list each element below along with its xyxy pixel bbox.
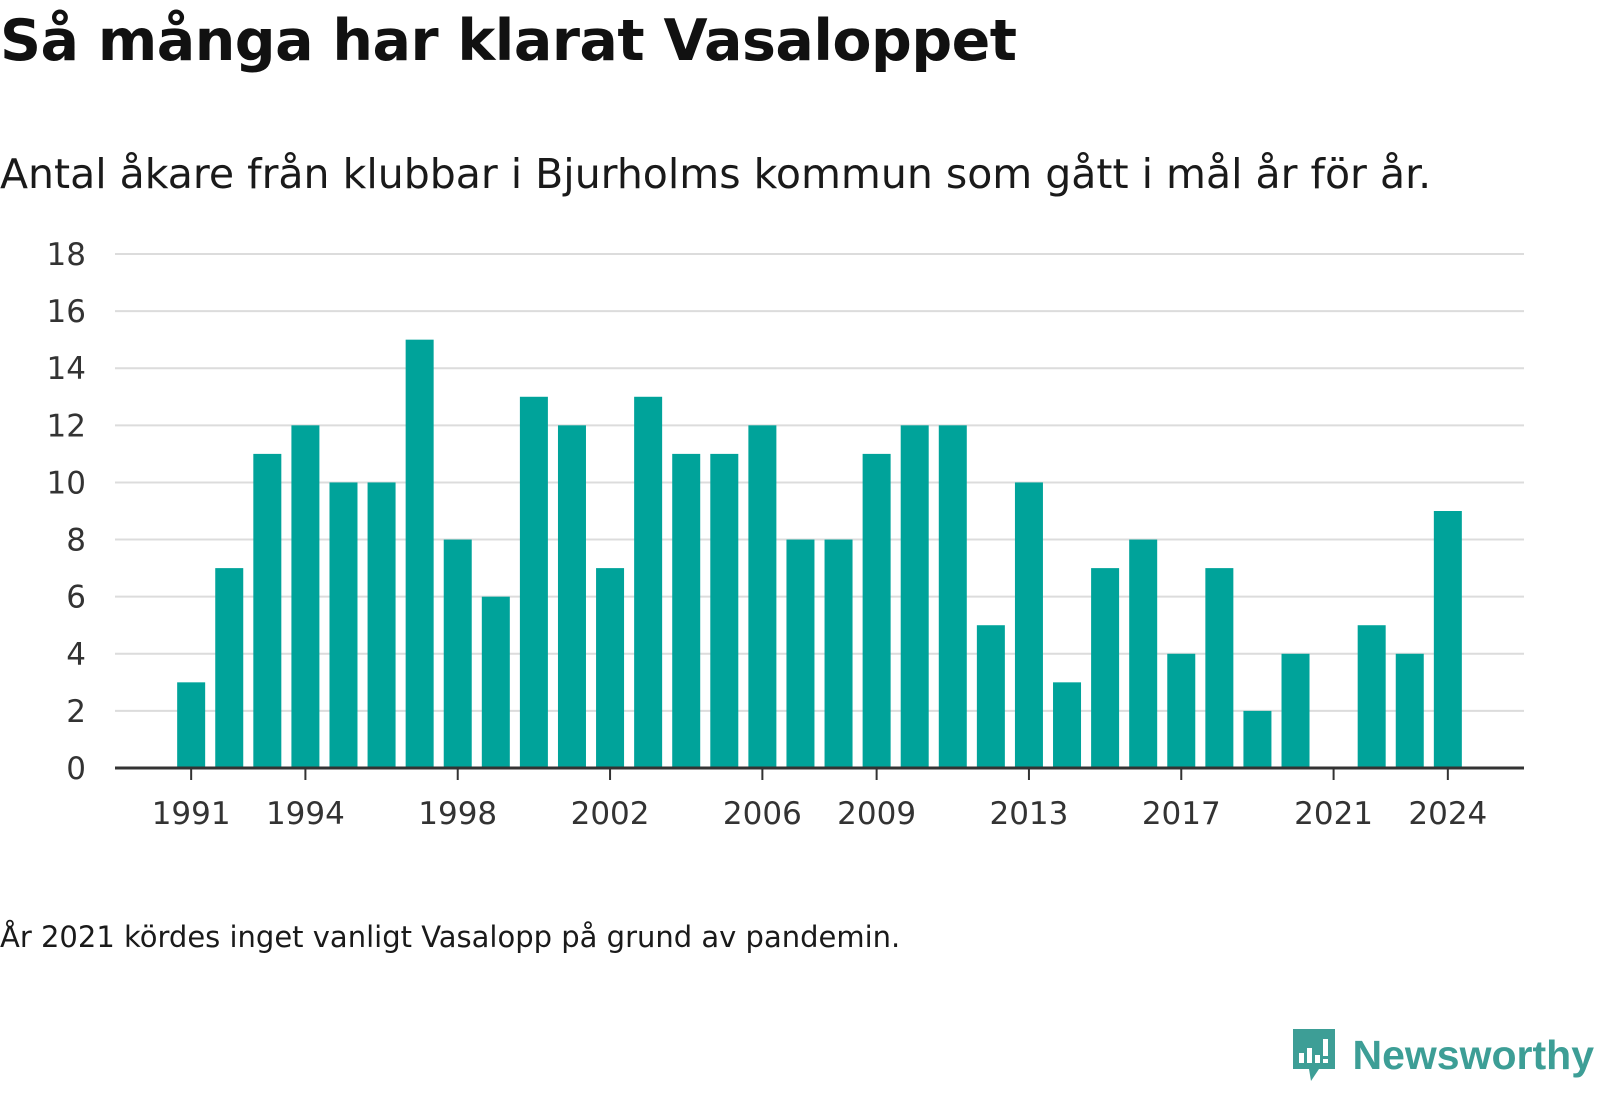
x-tick-label: 2017 [1142, 796, 1221, 832]
bar-2004 [672, 453, 701, 768]
bar-2010 [900, 425, 929, 768]
bar-1995 [329, 482, 358, 768]
bar-2008 [824, 539, 853, 768]
brand-logo[interactable]: Newsworthy [1289, 1025, 1595, 1085]
y-tick-label: 2 [66, 694, 86, 730]
brand-name: Newsworthy [1352, 1031, 1595, 1078]
chart-title: Så många har klarat Vasaloppet [0, 8, 1017, 74]
bar-2018 [1205, 568, 1234, 768]
footnote: År 2021 kördes inget vanligt Vasalopp på… [0, 920, 901, 954]
x-tick-label: 2013 [989, 796, 1068, 832]
y-tick-label: 8 [66, 523, 86, 559]
bar-2023 [1395, 653, 1424, 768]
x-tick-label: 1991 [152, 796, 231, 832]
y-axis-tick-labels: 0 2 4 6 8 10 12 14 16 18 [47, 237, 86, 787]
bar-2011 [938, 425, 967, 768]
x-tick-label: 2009 [837, 796, 916, 832]
chart-subtitle: Antal åkare från klubbar i Bjurholms kom… [0, 150, 1432, 198]
x-tick-label: 1998 [418, 796, 497, 832]
grid-lines [115, 253, 1524, 712]
y-tick-label: 0 [66, 751, 86, 787]
x-axis [115, 766, 1524, 780]
bar-2016 [1129, 539, 1158, 768]
x-tick-label: 2021 [1294, 796, 1373, 832]
bar-2009 [862, 453, 891, 768]
y-tick-label: 4 [66, 637, 86, 673]
bar-2012 [976, 625, 1005, 768]
bar-1993 [253, 453, 282, 768]
bar-2014 [1053, 682, 1082, 768]
y-tick-label: 14 [47, 351, 86, 387]
x-tick-label: 1994 [266, 796, 345, 832]
bar-1999 [481, 596, 510, 768]
newsworthy-logo-icon [1292, 1029, 1335, 1081]
bar-1991 [177, 682, 206, 768]
bars [177, 339, 1462, 768]
x-tick-label: 2006 [723, 796, 802, 832]
bar-1994 [291, 425, 320, 768]
bar-2013 [1014, 482, 1043, 768]
x-tick-label: 2002 [571, 796, 650, 832]
bar-2003 [634, 396, 663, 768]
bar-2006 [748, 425, 777, 768]
bar-2005 [710, 453, 739, 768]
y-tick-label: 18 [47, 237, 86, 273]
y-tick-label: 10 [47, 465, 86, 501]
bar-2019 [1243, 710, 1272, 768]
bar-2022 [1357, 625, 1386, 768]
bar-chart: 0 2 4 6 8 10 12 14 16 18 1991 1994 1998 2002 2006 2009… [47, 237, 1524, 832]
y-tick-label: 16 [47, 294, 86, 330]
bar-2000 [519, 396, 548, 768]
bar-2020 [1281, 653, 1310, 768]
x-axis-tick-labels: 1991 1994 1998 2002 2006 2009 2013 2017 2021 2024 [152, 796, 1488, 832]
bar-2001 [557, 425, 586, 768]
bar-1996 [367, 482, 396, 768]
bar-2007 [786, 539, 815, 768]
bar-1992 [215, 568, 244, 768]
bar-1997 [405, 339, 434, 768]
bar-2024 [1433, 511, 1462, 768]
x-tick-label: 2024 [1408, 796, 1487, 832]
bar-1998 [443, 539, 472, 768]
y-tick-label: 6 [66, 580, 86, 616]
y-tick-label: 12 [47, 408, 86, 444]
bar-2015 [1091, 568, 1120, 768]
bar-2017 [1167, 653, 1196, 768]
bar-2002 [596, 568, 625, 768]
